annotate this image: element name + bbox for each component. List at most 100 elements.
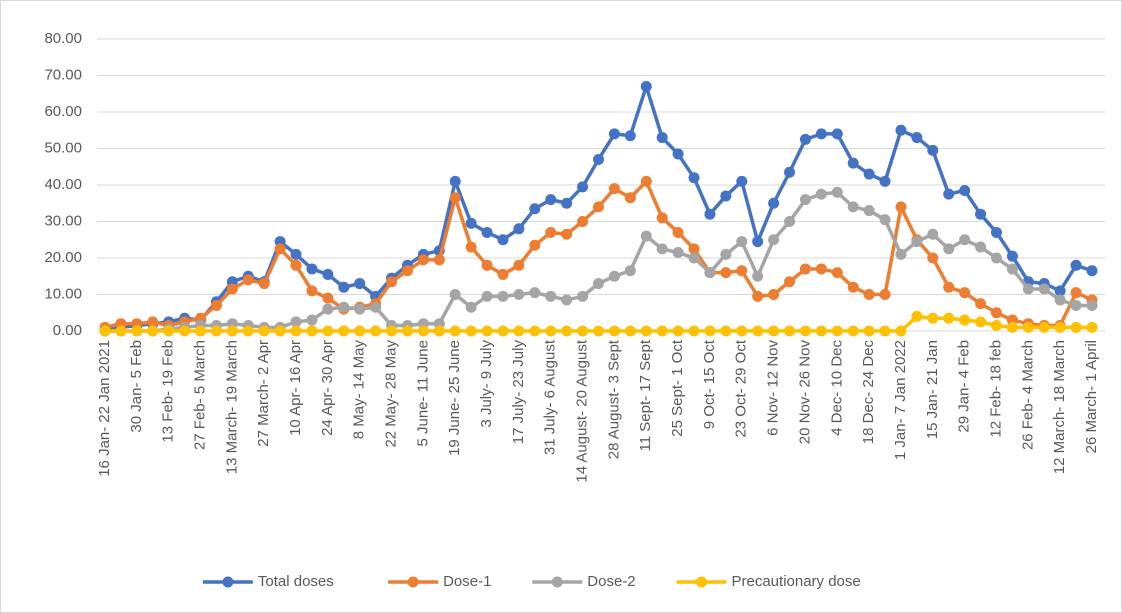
data-point [386,276,398,288]
data-point [242,274,254,286]
x-tick-label: 29 Jan- 4 Feb [956,340,973,433]
data-point [752,290,764,302]
data-point [322,268,334,280]
data-point [449,175,461,187]
y-tick-label: 30.00 [44,212,82,229]
data-point [529,203,541,215]
data-point [624,325,636,337]
data-point [752,236,764,248]
x-tick-label: 26 Feb- 4 March [1019,340,1036,450]
data-point [1054,285,1066,297]
y-tick-label: 0.00 [53,322,82,339]
data-point [306,325,318,337]
x-tick-label: 25 Sept- 1 Oct [669,339,686,437]
data-point [784,166,796,178]
data-point [577,216,589,227]
legend-marker [222,576,234,588]
x-tick-label: 16 Jan- 22 Jan 2021 [96,340,113,477]
data-point [290,248,302,260]
data-point [768,289,780,300]
data-point [449,325,461,337]
data-point [688,172,700,184]
data-point [656,212,668,224]
data-point [688,243,700,255]
x-tick-label: 18 Dec- 24 Dec [860,340,877,445]
data-point [736,175,748,187]
data-point [545,194,557,206]
y-tick-label: 50.00 [44,139,82,156]
data-point [115,325,127,337]
data-point [1054,321,1066,333]
legend-label: Total doses [258,573,334,590]
data-point [497,290,509,302]
x-tick-label: 17 July- 23 July [510,340,527,445]
data-point [720,325,732,337]
data-point [688,325,700,337]
data-point [513,325,525,337]
data-point [943,188,955,200]
x-tick-label: 12 March- 18 March [1051,340,1068,474]
legend-label: Dose-1 [443,573,491,590]
x-tick-label: 13 Feb- 19 Feb [160,340,177,443]
data-point [608,270,620,282]
data-point [656,325,668,337]
data-point [863,325,875,337]
x-tick-label: 9 Oct- 15 Oct [701,339,718,429]
data-point [720,248,732,260]
x-tick-label: 1 Jan- 7 Jan 2022 [892,340,909,460]
data-point [210,325,222,337]
data-point [465,217,477,229]
data-point [354,325,366,337]
data-point [242,325,254,337]
data-point [879,325,891,337]
data-point [322,303,334,315]
data-point [799,263,811,275]
data-point [306,314,318,326]
data-point [704,267,716,279]
x-tick-label: 27 Feb- 5 March [191,340,208,450]
data-point [927,144,939,156]
data-point [386,325,398,337]
data-point [863,205,875,217]
x-tick-label: 4 Dec- 10 Dec [828,340,845,436]
x-tick-label: 5 June- 11 June [414,340,431,446]
data-point [847,325,859,337]
data-point [656,132,668,144]
x-tick-label: 19 June- 25 June [446,340,463,456]
data-point [784,216,796,227]
data-point [959,234,971,246]
data-point [720,190,732,202]
data-point [354,303,366,315]
data-point [799,133,811,145]
data-point [895,325,907,337]
data-point [640,230,652,242]
data-point [943,281,955,293]
data-point [306,263,318,275]
data-point [274,325,286,337]
data-point [513,223,525,235]
data-point [226,283,238,295]
x-tick-label: 23 Oct- 29 Oct [733,339,750,437]
legend-marker [407,576,419,588]
legend-label: Dose-2 [587,573,635,590]
data-point [497,325,509,337]
data-point [481,290,493,302]
data-point [1006,263,1018,275]
x-tick-label: 6 Nov- 12 Nov [765,340,782,436]
data-point [1070,259,1082,271]
data-point [990,226,1002,238]
y-tick-label: 10.00 [44,285,82,302]
data-point [831,128,843,140]
data-point [258,325,270,337]
data-point [1070,287,1082,299]
data-point [370,301,382,313]
data-point [593,278,604,290]
data-point [895,124,907,136]
data-point [784,325,796,337]
data-point [752,270,764,282]
data-point [131,325,143,337]
data-point [529,287,541,299]
data-point [688,252,700,264]
data-point [640,175,652,187]
